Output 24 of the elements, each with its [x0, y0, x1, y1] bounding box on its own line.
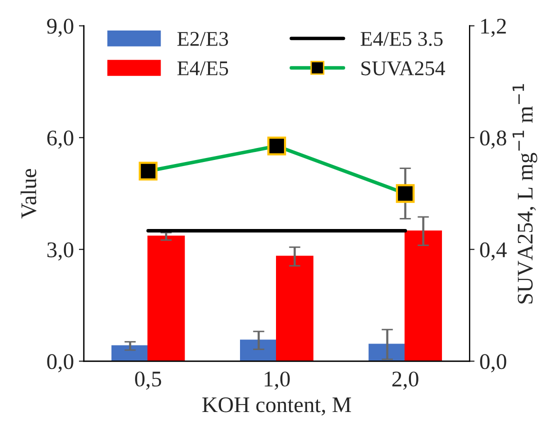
y-axis-title: Value [20, 168, 36, 219]
legend-label: SUVA254 [361, 61, 446, 76]
y-tick-label: 9,0 [47, 18, 74, 37]
y2-tick-label: 0,0 [480, 354, 506, 372]
y2-axis-title: SUVA254, L mg$^{−1}$ m$^{−1}$ [512, 84, 538, 304]
legend-label: E4/E5 3.5 [360, 32, 443, 46]
y2-tick-label: 1,2 [481, 18, 506, 37]
bar [368, 344, 406, 362]
x-tick-label: 2,0 [392, 372, 418, 390]
y-tick-label: 6,0 [47, 130, 74, 149]
y-tick-label: 3,0 [47, 242, 74, 261]
x-tick-label: 1,0 [264, 372, 290, 390]
y2-tick-label: 0,4 [480, 242, 507, 261]
legend-label: E4/E5 [177, 61, 228, 76]
legend-label: E2/E3 [177, 32, 228, 46]
x-tick-label: 0,5 [135, 372, 162, 390]
x-axis-title: KOH content, M [202, 397, 352, 416]
y-tick-label: 0,0 [47, 354, 74, 372]
bar [147, 236, 185, 362]
bar [404, 230, 442, 362]
bar [276, 256, 314, 362]
bar [111, 345, 149, 362]
bar [240, 340, 278, 362]
y2-tick-label: 0,8 [480, 130, 506, 149]
